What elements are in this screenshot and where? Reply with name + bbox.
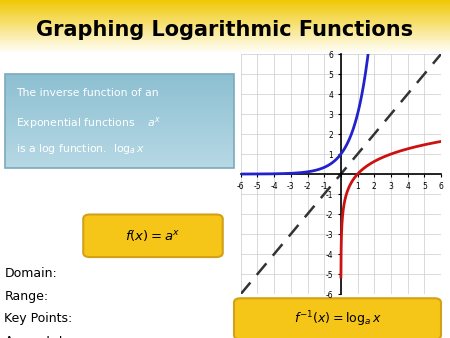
Bar: [0, 26, 450, 27]
Text: is a log function.  $\log_a x$: is a log function. $\log_a x$: [16, 142, 145, 156]
Bar: [0, 25, 450, 26]
Text: Asymptotes:: Asymptotes:: [4, 335, 83, 338]
Bar: [4, 133, 234, 137]
Bar: [0, 37, 450, 38]
Bar: [0, 5, 450, 6]
Bar: [0, 45, 450, 47]
Bar: [4, 80, 234, 83]
Bar: [0, 17, 450, 18]
Bar: [0, 10, 450, 11]
Bar: [0, 33, 450, 34]
Bar: [4, 99, 234, 102]
Bar: [0, 21, 450, 22]
Text: $f(x) = a^x$: $f(x) = a^x$: [126, 228, 180, 243]
Bar: [4, 121, 234, 124]
Bar: [0, 0, 450, 1]
Bar: [4, 152, 234, 155]
Bar: [4, 143, 234, 146]
Bar: [4, 118, 234, 121]
Bar: [0, 1, 450, 2]
Text: Domain:: Domain:: [4, 267, 57, 280]
Bar: [0, 28, 450, 29]
Bar: [4, 87, 234, 90]
Bar: [4, 137, 234, 140]
Bar: [4, 124, 234, 127]
Bar: [4, 90, 234, 93]
Text: $f^{-1}(x) = \log_a x$: $f^{-1}(x) = \log_a x$: [294, 309, 381, 329]
Bar: [4, 77, 234, 80]
Bar: [0, 50, 450, 51]
Bar: [4, 155, 234, 158]
Bar: [4, 130, 234, 133]
Bar: [4, 93, 234, 96]
FancyBboxPatch shape: [83, 215, 223, 257]
Bar: [0, 18, 450, 20]
Bar: [0, 41, 450, 42]
Text: The inverse function of an: The inverse function of an: [16, 88, 158, 98]
Bar: [0, 31, 450, 32]
Bar: [4, 162, 234, 165]
Text: Key Points:: Key Points:: [4, 312, 73, 325]
Bar: [4, 83, 234, 87]
Bar: [0, 6, 450, 7]
Bar: [4, 146, 234, 149]
Bar: [0, 48, 450, 49]
Bar: [4, 112, 234, 115]
Bar: [4, 105, 234, 108]
Bar: [0, 14, 450, 15]
Bar: [0, 39, 450, 40]
FancyBboxPatch shape: [234, 298, 441, 338]
Bar: [4, 102, 234, 105]
Bar: [4, 108, 234, 112]
Bar: [0, 16, 450, 17]
Bar: [0, 7, 450, 9]
Bar: [4, 74, 234, 77]
Bar: [0, 13, 450, 14]
Bar: [0, 47, 450, 48]
Bar: [0, 22, 450, 23]
Bar: [0, 3, 450, 4]
Bar: [0, 24, 450, 25]
Bar: [0, 11, 450, 12]
Bar: [0, 38, 450, 39]
Bar: [4, 165, 234, 168]
Bar: [0, 15, 450, 16]
Bar: [0, 30, 450, 31]
Bar: [0, 42, 450, 43]
Bar: [0, 9, 450, 10]
Bar: [0, 43, 450, 44]
Bar: [0, 2, 450, 3]
Bar: [0, 27, 450, 28]
Bar: [4, 149, 234, 152]
Bar: [0, 49, 450, 50]
Text: Range:: Range:: [4, 290, 49, 303]
Bar: [0, 12, 450, 13]
Bar: [0, 20, 450, 21]
Bar: [4, 115, 234, 118]
Bar: [0, 23, 450, 24]
Text: Exponential functions    $a^x$: Exponential functions $a^x$: [16, 115, 161, 131]
Text: Graphing Logarithmic Functions: Graphing Logarithmic Functions: [36, 20, 414, 40]
Bar: [4, 140, 234, 143]
Bar: [0, 36, 450, 37]
Bar: [0, 29, 450, 30]
Bar: [0, 34, 450, 36]
Bar: [4, 127, 234, 130]
Bar: [4, 96, 234, 99]
Bar: [0, 44, 450, 45]
Bar: [4, 158, 234, 162]
Bar: [0, 40, 450, 41]
Bar: [0, 52, 450, 53]
Bar: [0, 53, 450, 54]
Bar: [0, 51, 450, 52]
Bar: [0, 4, 450, 5]
Bar: [0, 32, 450, 33]
